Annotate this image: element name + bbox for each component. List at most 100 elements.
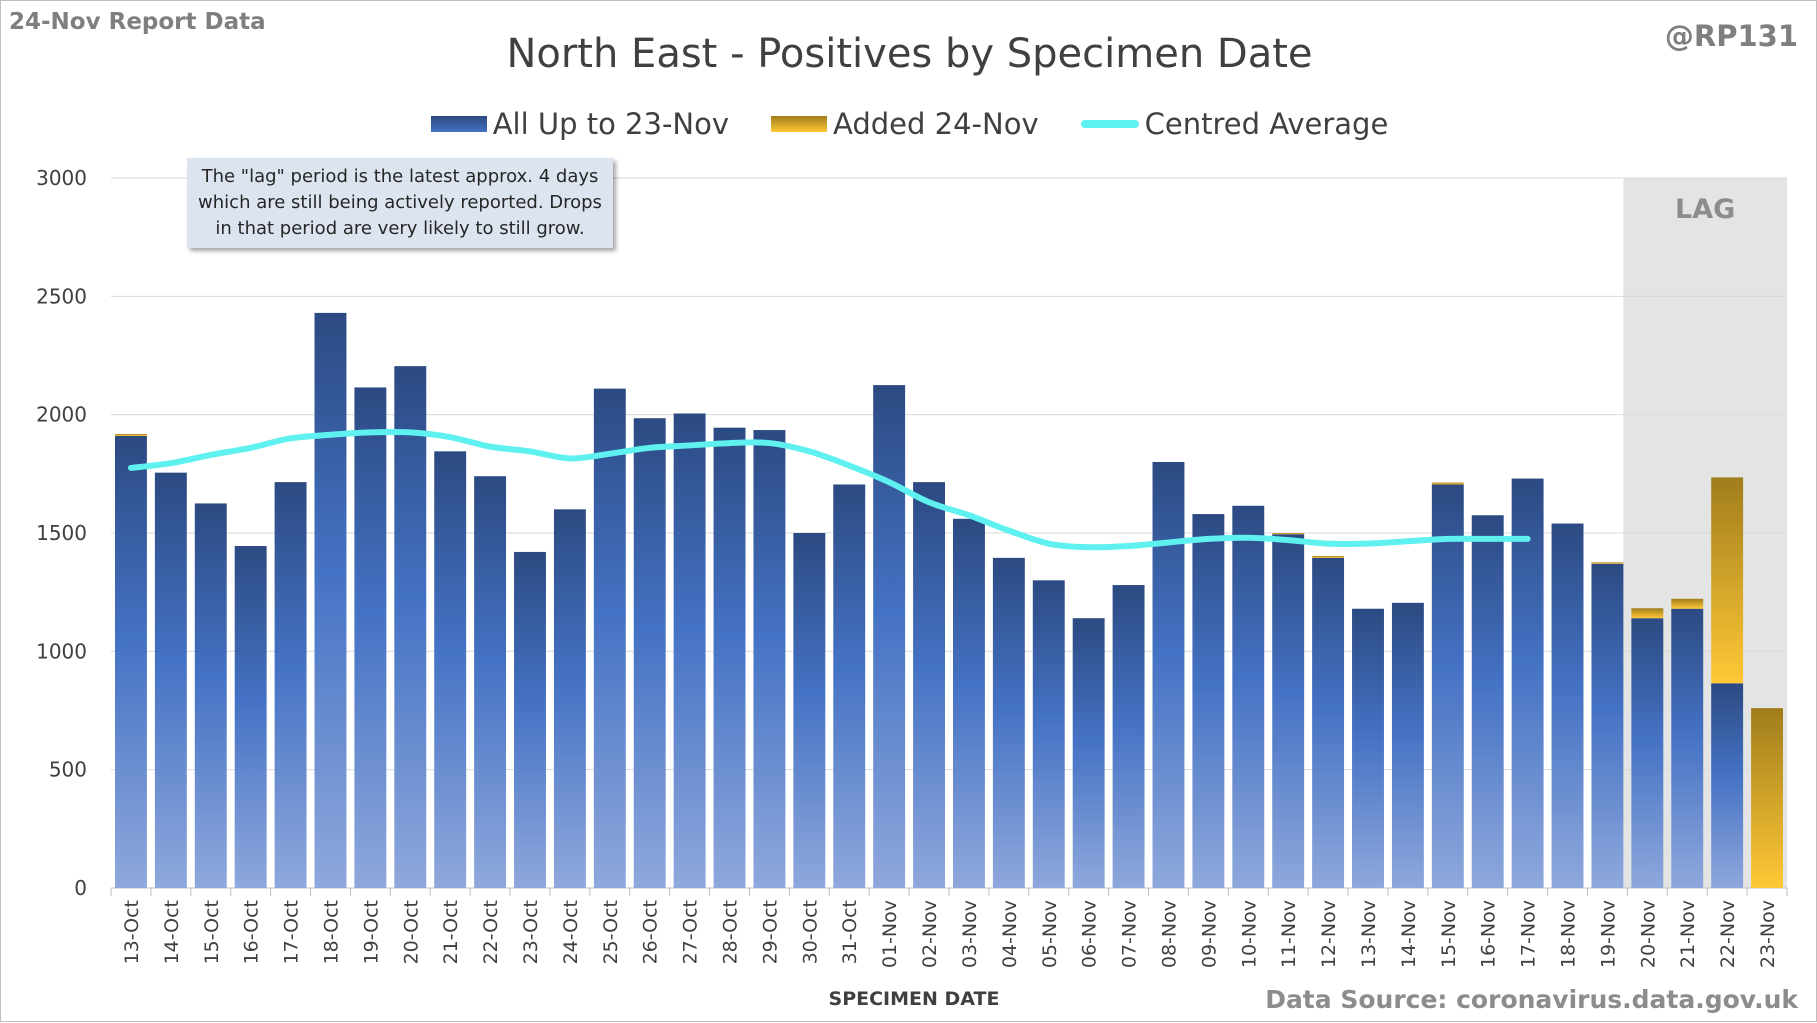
x-tick-label: 17-Nov	[1518, 900, 1540, 968]
bar-all-up-to-23-nov	[394, 366, 427, 888]
x-tick-label: 28-Oct	[720, 900, 742, 964]
y-tick-label: 3000	[36, 166, 87, 190]
bar-added-24-nov	[1312, 555, 1345, 558]
bar-all-up-to-23-nov	[633, 418, 666, 888]
legend-label-average: Centred Average	[1144, 107, 1389, 141]
x-tick-label: 22-Nov	[1717, 900, 1739, 968]
bar-all-up-to-23-nov	[1591, 563, 1624, 888]
x-tick-label: 30-Oct	[799, 900, 821, 964]
bar-added-24-nov	[1591, 562, 1624, 564]
x-tick-label: 05-Nov	[1039, 900, 1061, 968]
legend-swatch-base	[430, 116, 487, 132]
data-source: Data Source: coronavirus.data.gov.uk	[1265, 985, 1798, 1014]
x-tick-label: 15-Nov	[1438, 900, 1460, 968]
bar-all-up-to-23-nov	[434, 451, 467, 888]
x-tick-label: 13-Oct	[121, 900, 143, 964]
bar-all-up-to-23-nov	[514, 551, 546, 888]
bar-all-up-to-23-nov	[1471, 515, 1504, 888]
x-tick-label: 03-Nov	[959, 900, 981, 968]
x-tick-label: 10-Nov	[1238, 900, 1260, 968]
x-tick-label: 13-Nov	[1358, 900, 1380, 968]
bar-all-up-to-23-nov	[1112, 585, 1145, 888]
y-tick-label: 2000	[36, 403, 87, 427]
y-tick-label: 0	[74, 876, 87, 900]
bar-all-up-to-23-nov	[1431, 484, 1464, 888]
y-tick-label: 1500	[36, 521, 87, 545]
bar-all-up-to-23-nov	[1272, 534, 1305, 888]
x-tick-label: 21-Oct	[440, 900, 462, 964]
legend-item-average: Centred Average	[1080, 107, 1389, 141]
x-tick-label: 20-Oct	[400, 900, 422, 964]
centred-average-line	[127, 428, 1531, 551]
report-date-label: 24-Nov Report Data	[9, 9, 266, 35]
x-axis-label: SPECIMEN DATE	[829, 988, 1000, 1010]
x-tick-label: 18-Oct	[320, 900, 342, 964]
bar-all-up-to-23-nov	[1312, 557, 1345, 888]
x-tick-label: 22-Oct	[480, 900, 502, 964]
legend-label-added: Added 24-Nov	[833, 107, 1039, 141]
x-tick-label: 25-Oct	[600, 900, 622, 964]
x-tick-label: 09-Nov	[1198, 900, 1220, 968]
bar-all-up-to-23-nov	[952, 518, 985, 888]
bar-all-up-to-23-nov	[154, 472, 187, 888]
x-tick-label: 06-Nov	[1079, 900, 1101, 968]
bar-all-up-to-23-nov	[713, 427, 746, 888]
bar-all-up-to-23-nov	[593, 388, 626, 888]
x-tick-label: 23-Oct	[520, 900, 542, 964]
x-tick-label: 08-Nov	[1158, 900, 1180, 968]
x-tick-label: 27-Oct	[680, 900, 702, 964]
x-tick-label: 14-Nov	[1398, 900, 1420, 968]
x-tick-label: 31-Oct	[839, 900, 861, 964]
legend: All Up to 23-Nov Added 24-Nov Centred Av…	[1, 107, 1817, 141]
x-tick-label: 29-Oct	[759, 900, 781, 964]
bar-all-up-to-23-nov	[474, 476, 507, 888]
bar-all-up-to-23-nov	[1192, 514, 1225, 888]
bar-added-24-nov	[1631, 608, 1664, 619]
bar-all-up-to-23-nov	[553, 509, 586, 888]
bar-added-24-nov	[1711, 477, 1744, 684]
x-tick-label: 15-Oct	[201, 900, 223, 964]
bar-all-up-to-23-nov	[1511, 478, 1544, 888]
y-tick-label: 500	[49, 758, 87, 782]
x-tick-label: 12-Nov	[1318, 900, 1340, 968]
x-tick-label: 16-Oct	[241, 900, 263, 964]
bar-added-24-nov	[114, 434, 147, 436]
author-handle: @RP131	[1664, 19, 1798, 53]
bar-all-up-to-23-nov	[873, 385, 906, 888]
bar-all-up-to-23-nov	[1631, 618, 1664, 888]
legend-swatch-added	[771, 116, 828, 132]
x-tick-label: 01-Nov	[879, 900, 901, 968]
bar-all-up-to-23-nov	[234, 546, 267, 888]
lag-label: LAG	[1675, 194, 1735, 225]
x-tick-label: 23-Nov	[1757, 900, 1779, 968]
bar-added-24-nov	[1272, 533, 1305, 535]
y-tick-label: 1000	[36, 639, 87, 663]
legend-swatch-average	[1080, 120, 1139, 128]
y-tick-label: 2500	[36, 284, 87, 308]
bar-all-up-to-23-nov	[753, 430, 786, 888]
x-tick-label: 11-Nov	[1278, 900, 1300, 968]
x-tick-label: 19-Nov	[1597, 900, 1619, 968]
bar-all-up-to-23-nov	[1671, 608, 1704, 888]
x-tick-label: 21-Nov	[1677, 900, 1699, 968]
bar-all-up-to-23-nov	[992, 557, 1025, 888]
bar-all-up-to-23-nov	[1352, 608, 1384, 888]
bar-all-up-to-23-nov	[1551, 523, 1584, 888]
bar-added-24-nov	[1671, 598, 1704, 609]
bar-all-up-to-23-nov	[1391, 602, 1424, 888]
bar-all-up-to-23-nov	[1032, 580, 1065, 888]
bar-all-up-to-23-nov	[833, 484, 866, 888]
x-tick-label: 17-Oct	[281, 900, 303, 964]
lag-annotation: The "lag" period is the latest approx. 4…	[187, 158, 613, 248]
x-tick-label: 26-Oct	[640, 900, 662, 964]
x-tick-label: 19-Oct	[360, 900, 382, 964]
bar-all-up-to-23-nov	[354, 387, 387, 888]
bar-all-up-to-23-nov	[274, 482, 307, 888]
bar-added-24-nov	[1751, 708, 1784, 888]
x-tick-label: 07-Nov	[1119, 900, 1141, 968]
bar-all-up-to-23-nov	[314, 312, 347, 888]
legend-item-base: All Up to 23-Nov	[430, 107, 729, 141]
bar-all-up-to-23-nov	[114, 435, 147, 888]
